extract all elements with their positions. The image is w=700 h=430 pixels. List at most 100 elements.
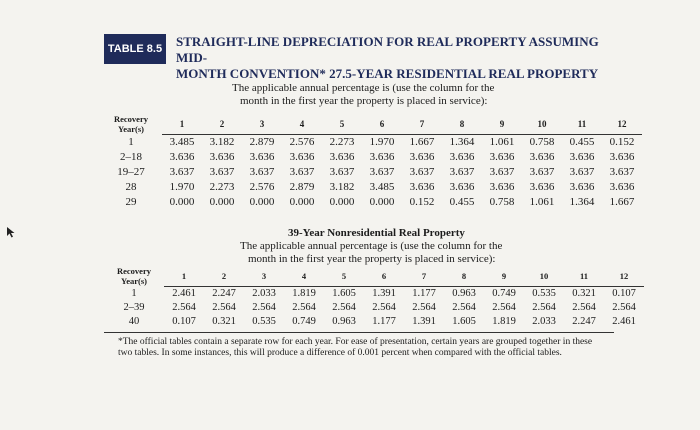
percentage-cell: 3.636: [489, 181, 515, 193]
nonresidential-header-row: Recovery Year(s) 1 2 3 4 5 6 7 8 9 10 11…: [104, 266, 644, 287]
footnote-line-2: two tables. In some instances, this will…: [118, 348, 562, 358]
residential-intro-line-2: month in the first year the property is …: [240, 95, 488, 107]
percentage-cell: 2.033: [252, 288, 276, 299]
percentage-cell: 2.461: [172, 288, 196, 299]
percentage-cell: 2.033: [532, 316, 556, 327]
percentage-cell: 1.364: [449, 136, 475, 148]
table-row: 19–27 3.637 3.637 3.637 3.637 3.637 3.637 3.637…: [100, 165, 642, 180]
percentage-cell: 0.749: [492, 288, 516, 299]
percentage-cell: 3.182: [329, 181, 355, 193]
month-header: 8: [442, 114, 482, 135]
percentage-cell: 2.879: [249, 136, 275, 148]
percentage-cell: 2.273: [329, 136, 355, 148]
percentage-cell: 3.636: [529, 151, 555, 163]
percentage-cell: 3.636: [569, 151, 595, 163]
month-header: 1: [164, 266, 204, 287]
percentage-cell: 2.273: [209, 181, 235, 193]
percentage-cell: 1.061: [489, 136, 515, 148]
percentage-cell: 2.564: [372, 302, 396, 313]
month-header: 5: [324, 266, 364, 287]
table-row: 1 3.485 3.182 2.879 2.576 2.273 1.970 1.667 1.36…: [100, 134, 642, 150]
percentage-cell: 2.564: [172, 302, 196, 313]
arrow-cursor-icon: [6, 226, 16, 240]
percentage-cell: 3.485: [169, 136, 195, 148]
percentage-cell: 2.247: [212, 288, 236, 299]
month-header: 6: [362, 114, 402, 135]
nonresidential-stub-header: Recovery Year(s): [104, 266, 164, 286]
percentage-cell: 0.963: [452, 288, 476, 299]
nonresidential-stub-line-1: Recovery: [117, 266, 151, 276]
footnote: *The official tables contain a separate …: [118, 337, 618, 359]
percentage-cell: 2.576: [249, 181, 275, 193]
percentage-cell: 3.636: [609, 181, 635, 193]
percentage-cell: 0.152: [609, 136, 635, 148]
percentage-cell: 3.485: [369, 181, 395, 193]
percentage-cell: 2.461: [612, 316, 636, 327]
recovery-year-label: 28: [125, 181, 137, 193]
percentage-cell: 0.749: [292, 316, 316, 327]
month-header: 12: [602, 114, 642, 135]
percentage-cell: 2.564: [332, 302, 356, 313]
percentage-cell: 2.879: [289, 181, 315, 193]
percentage-cell: 3.636: [569, 181, 595, 193]
month-header: 7: [402, 114, 442, 135]
table-row: 1 2.461 2.247 2.033 1.819 1.605 1.391 1.177 0.96…: [104, 286, 644, 301]
percentage-cell: 2.564: [212, 302, 236, 313]
table-row: 2–18 3.636 3.636 3.636 3.636 3.636 3.636 3.636 3…: [100, 150, 642, 165]
percentage-cell: 3.636: [209, 151, 235, 163]
table-title: STRAIGHT-LINE DEPRECIATION FOR REAL PROP…: [176, 34, 616, 82]
percentage-cell: 1.819: [292, 288, 316, 299]
percentage-cell: 1.667: [609, 196, 635, 208]
table-row: 2–39 2.564 2.564 2.564 2.564 2.564 2.564 2.564 2…: [104, 301, 644, 315]
recovery-year-label: 40: [128, 316, 140, 327]
table-label-badge: TABLE 8.5: [104, 34, 166, 64]
percentage-cell: 3.637: [489, 166, 515, 178]
percentage-cell: 3.182: [209, 136, 235, 148]
residential-depreciation-table: Recovery Year(s) 1 2 3 4 5 6 7 8 9 10 11…: [100, 114, 642, 210]
percentage-cell: 3.636: [329, 151, 355, 163]
percentage-cell: 0.758: [529, 136, 555, 148]
residential-stub-line-1: Recovery: [114, 114, 148, 124]
percentage-cell: 0.455: [449, 196, 475, 208]
percentage-cell: 3.637: [329, 166, 355, 178]
percentage-cell: 3.636: [249, 151, 275, 163]
percentage-cell: 3.637: [529, 166, 555, 178]
percentage-cell: 3.637: [609, 166, 635, 178]
percentage-cell: 1.970: [369, 136, 395, 148]
percentage-cell: 3.637: [449, 166, 475, 178]
percentage-cell: 3.637: [289, 166, 315, 178]
residential-header-row: Recovery Year(s) 1 2 3 4 5 6 7 8 9 10 11…: [100, 114, 642, 135]
percentage-cell: 2.564: [252, 302, 276, 313]
footnote-divider: [104, 332, 614, 333]
percentage-cell: 0.000: [209, 196, 235, 208]
percentage-cell: 2.564: [492, 302, 516, 313]
month-header: 11: [562, 114, 602, 135]
month-header: 4: [282, 114, 322, 135]
month-header: 3: [244, 266, 284, 287]
month-header: 8: [444, 266, 484, 287]
percentage-cell: 1.061: [529, 196, 555, 208]
percentage-cell: 0.963: [332, 316, 356, 327]
percentage-cell: 3.636: [409, 151, 435, 163]
percentage-cell: 0.107: [612, 288, 636, 299]
percentage-cell: 1.605: [452, 316, 476, 327]
month-header: 10: [524, 266, 564, 287]
recovery-year-label: 29: [125, 196, 137, 208]
residential-stub-header: Recovery Year(s): [100, 114, 162, 134]
residential-table-body: 1 3.485 3.182 2.879 2.576 2.273 1.970 1.667 1.36…: [100, 134, 642, 210]
nonresidential-table-body: 1 2.461 2.247 2.033 1.819 1.605 1.391 1.177 0.96…: [104, 286, 644, 329]
percentage-cell: 0.758: [489, 196, 515, 208]
percentage-cell: 3.636: [489, 151, 515, 163]
table-row: 40 0.107 0.321 0.535 0.749 0.963 1.177 1.391 1.6…: [104, 315, 644, 329]
percentage-cell: 3.637: [409, 166, 435, 178]
percentage-cell: 1.667: [409, 136, 435, 148]
recovery-year-label: 1: [128, 135, 134, 148]
percentage-cell: 3.636: [449, 181, 475, 193]
percentage-cell: 0.107: [172, 316, 196, 327]
nonresidential-depreciation-table: Recovery Year(s) 1 2 3 4 5 6 7 8 9 10 11…: [104, 266, 644, 329]
percentage-cell: 0.321: [212, 316, 236, 327]
percentage-cell: 0.000: [329, 196, 355, 208]
month-header: 2: [204, 266, 244, 287]
percentage-cell: 3.637: [249, 166, 275, 178]
percentage-cell: 2.247: [572, 316, 596, 327]
